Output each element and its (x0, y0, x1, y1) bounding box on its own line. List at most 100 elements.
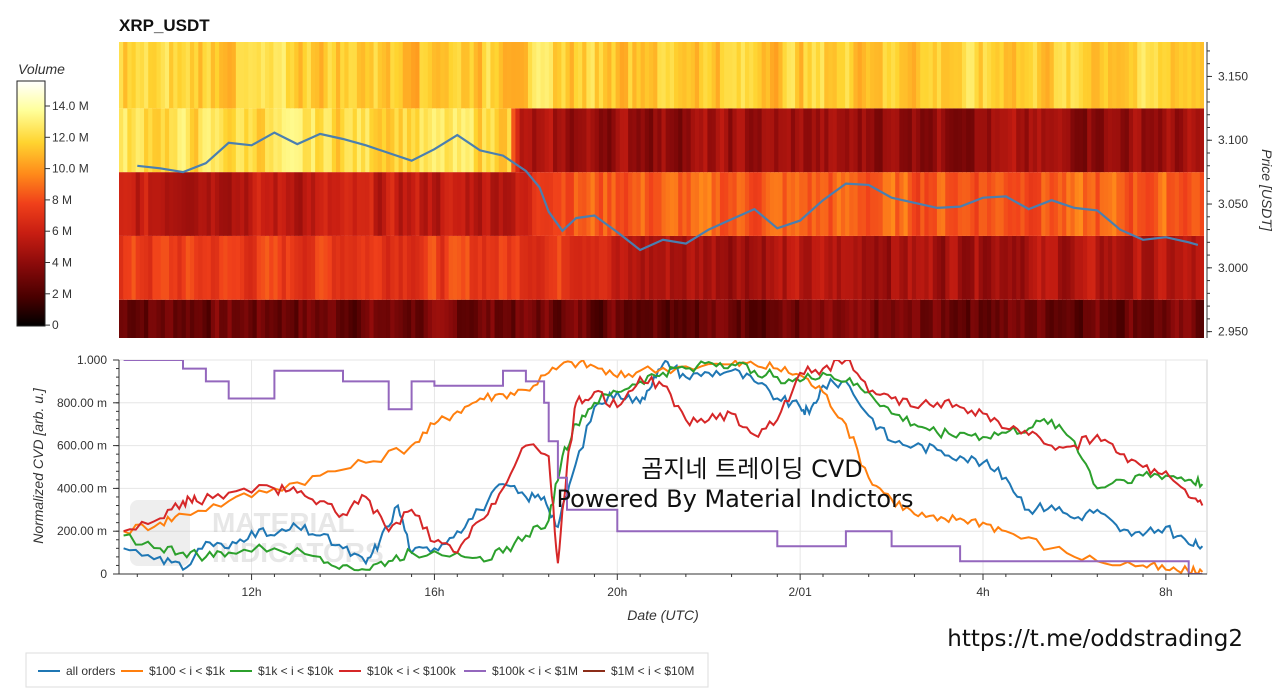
heatmap-cell (423, 42, 429, 109)
heatmap-cell (431, 235, 437, 300)
heatmap-cell (557, 108, 562, 173)
heatmap-cell (1007, 172, 1013, 236)
heatmap-cell (824, 235, 830, 300)
colorbar-tick-label: 4 M (52, 256, 72, 270)
heatmap-cell (724, 42, 729, 109)
heatmap-cell (177, 108, 183, 173)
heatmap-cell (144, 299, 149, 338)
heatmap-cell (423, 108, 429, 173)
heatmap-cell (1141, 108, 1147, 173)
heatmap-cell (607, 299, 613, 338)
heatmap-cell (565, 235, 571, 300)
heatmap-cell (1158, 172, 1163, 236)
heatmap-cell (202, 108, 208, 173)
heatmap-cell (406, 235, 412, 300)
heatmap-cell (1145, 235, 1151, 300)
heatmap-cell (674, 172, 679, 236)
heatmap-cell (231, 172, 237, 236)
price-tick-label: 3.100 (1218, 133, 1248, 147)
heatmap-cell (891, 235, 896, 300)
heatmap-cell (361, 235, 366, 300)
heatmap-cell (486, 299, 491, 338)
heatmap-cell (377, 235, 383, 300)
heatmap-cell (1195, 235, 1201, 300)
heatmap-cell (344, 299, 350, 338)
heatmap-cell (1062, 235, 1067, 300)
heatmap-cell (323, 299, 329, 338)
heatmap-cell (298, 299, 304, 338)
heatmap-cell (498, 299, 504, 338)
heatmap-cell (982, 108, 988, 173)
heatmap-cell (1045, 42, 1051, 109)
heatmap-cell (882, 42, 888, 109)
heatmap-cell (469, 235, 475, 300)
heatmap-cell (427, 42, 433, 109)
heatmap-cell (306, 108, 312, 173)
heatmap-cell (661, 108, 667, 173)
heatmap-cell (1191, 108, 1197, 173)
heatmap-cell (365, 172, 370, 236)
heatmap-cell (223, 299, 229, 338)
heatmap-cell (1057, 299, 1063, 338)
heatmap-cell (540, 299, 546, 338)
heatmap-cell (156, 108, 162, 173)
heatmap-cell (678, 235, 683, 300)
heatmap-cell (765, 42, 771, 109)
heatmap-cell (628, 172, 633, 236)
heatmap-cell (452, 299, 458, 338)
heatmap-cell (1112, 108, 1117, 173)
heatmap-cell (194, 299, 199, 338)
heatmap-cell (1145, 172, 1151, 236)
heatmap-cell (1037, 299, 1042, 338)
heatmap-cell (557, 42, 562, 109)
heatmap-cell (891, 108, 896, 173)
heatmap-cell (623, 108, 629, 173)
heatmap-cell (815, 235, 821, 300)
heatmap-cell (711, 42, 717, 109)
heatmap-cell (1153, 172, 1159, 236)
heatmap-cell (694, 108, 700, 173)
heatmap-cell (206, 42, 212, 109)
heatmap-cell (223, 42, 229, 109)
heatmap-cell (674, 299, 679, 338)
heatmap-cell (1053, 235, 1059, 300)
heatmap-cell (870, 108, 875, 173)
heatmap-cell (152, 42, 158, 109)
heatmap-cell (336, 42, 341, 109)
heatmap-cell (949, 42, 955, 109)
heatmap-cell (465, 172, 471, 236)
heatmap-cell (1149, 235, 1155, 300)
heatmap-cell (569, 172, 575, 236)
heatmap-cell (1116, 299, 1122, 338)
heatmap-cell (582, 42, 587, 109)
heatmap-cell (578, 299, 583, 338)
heatmap-cell (235, 172, 241, 236)
heatmap-cell (603, 108, 608, 173)
heatmap-cell (878, 42, 884, 109)
heatmap-cell (457, 108, 462, 173)
heatmap-cell (1028, 235, 1034, 300)
heatmap-cell (1024, 108, 1030, 173)
heatmap-cell (148, 235, 153, 300)
heatmap-cell (1074, 108, 1080, 173)
heatmap-cell (974, 299, 980, 338)
svg-text:MATERIAL: MATERIAL (212, 507, 355, 538)
heatmap-cell (594, 299, 600, 338)
heatmap-cell (932, 42, 938, 109)
heatmap-cell (1108, 42, 1113, 109)
heatmap-cell (678, 172, 683, 236)
heatmap-cell (1187, 299, 1193, 338)
heatmap-cell (369, 108, 375, 173)
heatmap-cell (753, 108, 759, 173)
heatmap-cell (744, 172, 750, 236)
heatmap-cell (657, 235, 663, 300)
heatmap-cell (903, 42, 909, 109)
heatmap-cell (770, 235, 775, 300)
heatmap-cell (882, 299, 888, 338)
heatmap-cell (1062, 42, 1067, 109)
heatmap-cell (323, 108, 329, 173)
heatmap-cell (1037, 42, 1042, 109)
heatmap-cell (273, 172, 279, 236)
heatmap-cell (857, 42, 863, 109)
heatmap-cell (678, 108, 683, 173)
